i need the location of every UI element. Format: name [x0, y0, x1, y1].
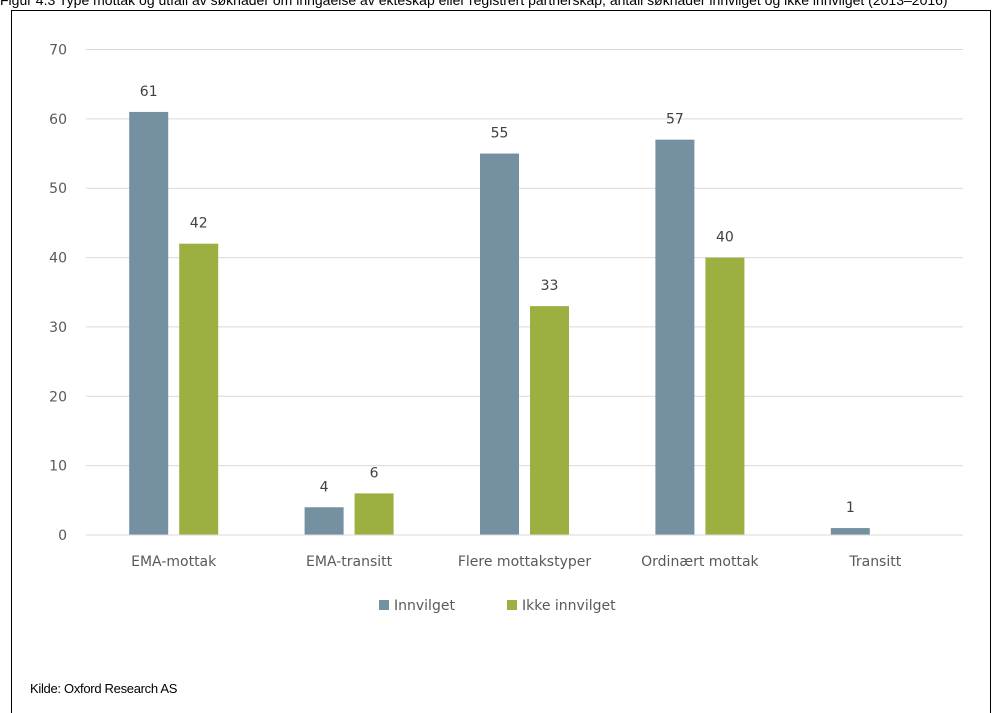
y-tick-label: 40 — [49, 251, 67, 267]
legend-label: Ikke innvilget — [522, 598, 616, 614]
data-label: 6 — [370, 465, 379, 481]
data-label: 55 — [491, 126, 509, 142]
x-category-label: Flere mottakstyper — [458, 554, 592, 570]
y-tick-label: 50 — [49, 181, 67, 197]
y-tick-label: 0 — [58, 528, 67, 544]
figure-caption: Figur 4.3 Type mottak og utfall av søkna… — [0, 0, 948, 8]
bar-innvilget — [480, 153, 519, 536]
data-label: 33 — [541, 278, 559, 294]
x-category-label: Ordinært mottak — [641, 554, 759, 570]
bar-innvilget — [655, 139, 695, 535]
y-tick-label: 70 — [49, 43, 67, 59]
bar-innvilget — [830, 528, 870, 535]
bar-innvilget — [129, 111, 169, 536]
y-tick-label: 10 — [49, 459, 67, 475]
x-category-label: EMA-mottak — [131, 554, 217, 570]
y-tick-label: 30 — [49, 320, 67, 336]
legend-swatch — [507, 600, 517, 610]
bar-ikke-innvilget — [179, 243, 219, 535]
x-category-label: EMA-transitt — [306, 554, 393, 570]
data-label: 57 — [666, 112, 684, 128]
bar-ikke-innvilget — [705, 257, 745, 535]
x-category-label: Transitt — [848, 554, 901, 570]
y-tick-label: 20 — [49, 389, 67, 405]
chart-frame — [11, 10, 991, 713]
data-label: 61 — [140, 84, 158, 100]
data-label: 4 — [320, 479, 329, 495]
y-tick-label: 60 — [49, 112, 67, 128]
legend-label: Innvilget — [394, 598, 455, 614]
legend-swatch — [379, 600, 389, 610]
bar-innvilget — [304, 507, 344, 535]
bar-ikke-innvilget — [530, 306, 569, 535]
data-label: 40 — [716, 230, 734, 246]
data-label: 42 — [190, 216, 208, 232]
data-label: 1 — [846, 500, 855, 516]
bar-ikke-innvilget — [354, 493, 394, 535]
source-note: Kilde: Oxford Research AS — [30, 681, 178, 696]
